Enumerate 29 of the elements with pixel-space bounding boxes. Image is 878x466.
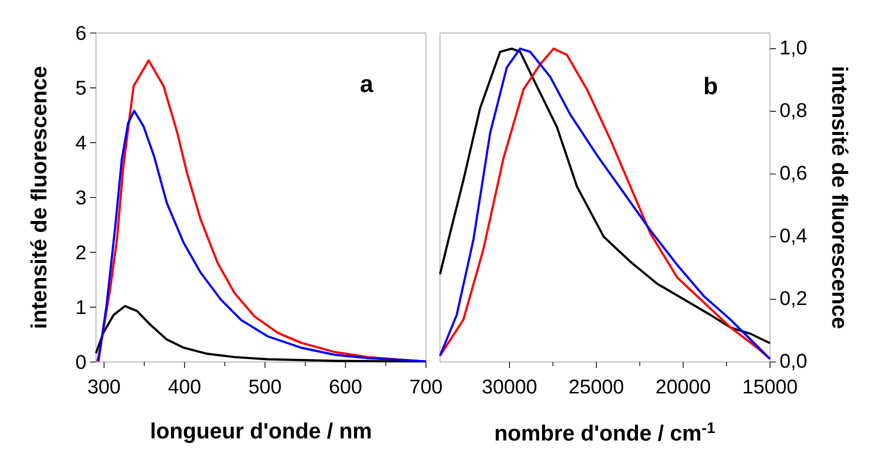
x-tick-label: 30000	[482, 380, 536, 394]
y-tick-label: 0,4	[780, 228, 807, 245]
x-axis-title: longueur d'onde / nm	[152, 422, 371, 443]
annotation: b	[704, 76, 717, 94]
x-tick-label: 15000	[744, 380, 797, 394]
line-series	[97, 110, 428, 363]
x-tick-label: 25000	[570, 380, 624, 394]
y-tick-label: 6	[76, 26, 86, 40]
x-tick-label: 600	[330, 380, 362, 394]
y-tick-label: 0,2	[780, 291, 806, 308]
y-tick-label: 0	[76, 354, 86, 370]
y-tick-label: 3	[76, 190, 86, 205]
y-tick-label: 2	[76, 245, 86, 260]
y-tick-label: 0,6	[780, 166, 806, 182]
annotation: a	[360, 79, 374, 92]
y-tick-label: 5	[76, 80, 86, 95]
y-tick-label: 1	[76, 300, 86, 314]
y-tick-label: 4	[76, 136, 86, 150]
x-tick-label: 500	[249, 380, 281, 394]
x-tick-label: 20000	[656, 380, 710, 394]
y-tick-label: 1,0	[781, 40, 806, 57]
y-tick-label: 0,0	[780, 354, 806, 370]
y-tick-label: 0,8	[780, 103, 806, 120]
x-tick-label: 300	[88, 380, 120, 394]
y-axis-title: intensité de fluorescence	[832, 67, 848, 328]
x-tick-label: 400	[168, 380, 200, 394]
y-axis-title: intensité de fluorescence	[30, 66, 47, 328]
x-axis-title: nombre d'onde / cm$^{-1}$	[496, 422, 715, 441]
x-tick-label: 700	[410, 380, 442, 394]
